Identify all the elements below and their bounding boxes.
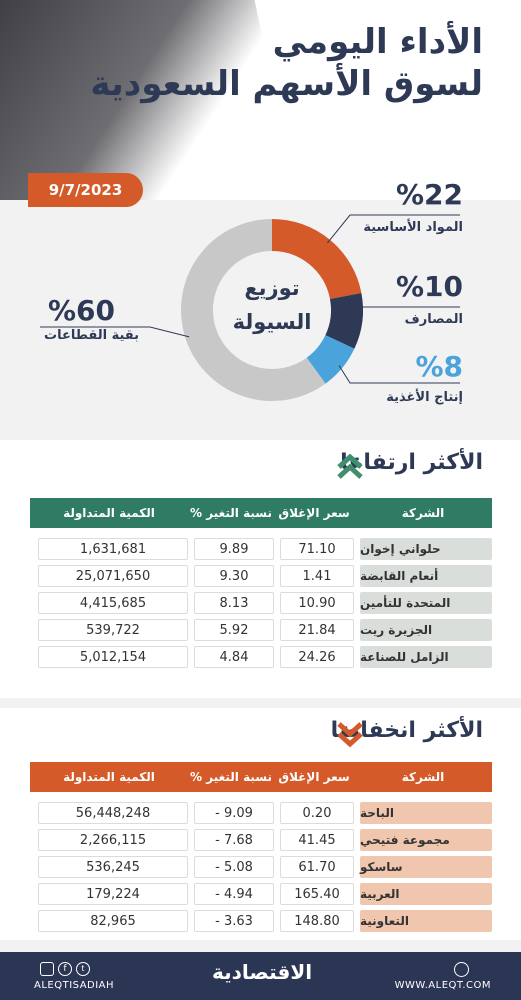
change-cell: 9.89 bbox=[194, 538, 274, 560]
losers-table-header: الشركة سعر الإغلاق نسبة التغير % الكمية … bbox=[30, 762, 492, 792]
table-row: التعاونية 148.80 3.63 - 82,965 bbox=[30, 910, 492, 932]
change-cell: 5.08 - bbox=[194, 856, 274, 878]
table-row: ساسكو 61.70 5.08 - 536,245 bbox=[30, 856, 492, 878]
close-price-cell: 24.26 bbox=[280, 646, 354, 668]
company-cell: أنعام القابضة bbox=[360, 565, 492, 587]
change-cell: 4.94 - bbox=[194, 883, 274, 905]
up-arrows-icon bbox=[337, 453, 363, 479]
gainers-title: الأكثر ارتفاعا bbox=[340, 450, 483, 475]
header-change: نسبة التغير % bbox=[190, 770, 272, 784]
segment-pct-food: %8 bbox=[415, 350, 463, 383]
table-row: مجموعة فتيحي 41.45 7.68 - 2,266,115 bbox=[30, 829, 492, 851]
volume-cell: 82,965 bbox=[38, 910, 188, 932]
change-cell: 4.84 bbox=[194, 646, 274, 668]
leader-line-materials bbox=[327, 214, 460, 244]
donut-segment-others bbox=[181, 219, 326, 401]
volume-cell: 2,266,115 bbox=[38, 829, 188, 851]
segment-pct-banks: %10 bbox=[395, 270, 463, 303]
page-title-line1: الأداء اليومي bbox=[272, 22, 483, 62]
liquidity-donut-chart: توزيع السيولة bbox=[40, 214, 460, 401]
close-price-cell: 21.84 bbox=[280, 619, 354, 641]
segment-label-materials: المواد الأساسية bbox=[363, 220, 463, 235]
company-cell: مجموعة فتيحي bbox=[360, 829, 492, 851]
company-cell: العربية bbox=[360, 883, 492, 905]
publisher-logo: الاقتصادية bbox=[212, 960, 313, 984]
table-row: الزامل للصناعة 24.26 4.84 5,012,154 bbox=[30, 646, 492, 668]
donut-center-line2: السيولة bbox=[233, 310, 312, 334]
company-cell: التعاونية bbox=[360, 910, 492, 932]
donut-segment-banks bbox=[325, 292, 363, 349]
company-cell: الزامل للصناعة bbox=[360, 646, 492, 668]
volume-cell: 5,012,154 bbox=[38, 646, 188, 668]
segment-label-food: إنتاج الأغذية bbox=[386, 390, 463, 405]
leader-line-banks bbox=[349, 306, 460, 322]
table-row: العربية 165.40 4.94 - 179,224 bbox=[30, 883, 492, 905]
instagram-icon[interactable] bbox=[40, 962, 54, 976]
footer: f t ALEQTISADIAH الاقتصادية WWW.ALEQT.CO… bbox=[0, 952, 521, 1000]
table-row: الجزيرة ريت 21.84 5.92 539,722 bbox=[30, 619, 492, 641]
segment-pct-materials: %22 bbox=[395, 178, 463, 211]
change-cell: 9.09 - bbox=[194, 802, 274, 824]
volume-cell: 539,722 bbox=[38, 619, 188, 641]
table-row: أنعام القابضة 1.41 9.30 25,071,650 bbox=[30, 565, 492, 587]
company-cell: الجزيرة ريت bbox=[360, 619, 492, 641]
page-title-line2: لسوق الأسهم السعودية bbox=[90, 64, 483, 104]
header-close: سعر الإغلاق bbox=[278, 770, 350, 784]
website-link[interactable]: WWW.ALEQT.COM bbox=[394, 980, 491, 991]
company-cell: المتحدة للتأمين bbox=[360, 592, 492, 614]
volume-cell: 56,448,248 bbox=[38, 802, 188, 824]
table-row: المتحدة للتأمين 10.90 8.13 4,415,685 bbox=[30, 592, 492, 614]
volume-cell: 179,224 bbox=[38, 883, 188, 905]
donut-segment-materials bbox=[271, 219, 362, 300]
social-handle: ALEQTISADIAH bbox=[34, 980, 115, 991]
header-company: الشركة bbox=[401, 770, 445, 784]
segment-pct-others: %60 bbox=[48, 294, 116, 327]
company-cell: حلواني إخوان bbox=[360, 538, 492, 560]
header-volume: الكمية المتداولة bbox=[63, 506, 155, 520]
donut-segment-food bbox=[306, 334, 355, 384]
close-price-cell: 1.41 bbox=[280, 565, 354, 587]
leader-line-others bbox=[40, 326, 190, 338]
change-cell: 8.13 bbox=[194, 592, 274, 614]
change-cell: 7.68 - bbox=[194, 829, 274, 851]
social-icons: f t bbox=[40, 962, 90, 976]
volume-cell: 1,631,681 bbox=[38, 538, 188, 560]
facebook-icon[interactable]: f bbox=[58, 962, 72, 976]
date-badge: 9/7/2023 bbox=[28, 173, 143, 207]
table-row: الباحة 0.20 9.09 - 56,448,248 bbox=[30, 802, 492, 824]
header-change: نسبة التغير % bbox=[190, 506, 272, 520]
close-price-cell: 0.20 bbox=[280, 802, 354, 824]
company-cell: الباحة bbox=[360, 802, 492, 824]
close-price-cell: 41.45 bbox=[280, 829, 354, 851]
volume-cell: 25,071,650 bbox=[38, 565, 188, 587]
volume-cell: 4,415,685 bbox=[38, 592, 188, 614]
volume-cell: 536,245 bbox=[38, 856, 188, 878]
header-close: سعر الإغلاق bbox=[278, 506, 350, 520]
header: الأداء اليومي لسوق الأسهم السعودية bbox=[0, 0, 521, 200]
twitter-icon[interactable]: t bbox=[76, 962, 90, 976]
gainers-table-header: الشركة سعر الإغلاق نسبة التغير % الكمية … bbox=[30, 498, 492, 528]
header-company: الشركة bbox=[401, 506, 445, 520]
company-cell: ساسكو bbox=[360, 856, 492, 878]
donut-center-line1: توزيع bbox=[244, 276, 299, 300]
globe-icon bbox=[454, 962, 469, 977]
leader-line-food bbox=[338, 365, 460, 384]
change-cell: 3.63 - bbox=[194, 910, 274, 932]
change-cell: 5.92 bbox=[194, 619, 274, 641]
close-price-cell: 10.90 bbox=[280, 592, 354, 614]
segment-label-others: بقية القطاعات bbox=[44, 328, 140, 343]
close-price-cell: 165.40 bbox=[280, 883, 354, 905]
close-price-cell: 148.80 bbox=[280, 910, 354, 932]
close-price-cell: 61.70 bbox=[280, 856, 354, 878]
segment-label-banks: المصارف bbox=[404, 312, 463, 327]
down-arrows-icon bbox=[337, 722, 363, 748]
header-volume: الكمية المتداولة bbox=[63, 770, 155, 784]
table-row: حلواني إخوان 71.10 9.89 1,631,681 bbox=[30, 538, 492, 560]
change-cell: 9.30 bbox=[194, 565, 274, 587]
close-price-cell: 71.10 bbox=[280, 538, 354, 560]
